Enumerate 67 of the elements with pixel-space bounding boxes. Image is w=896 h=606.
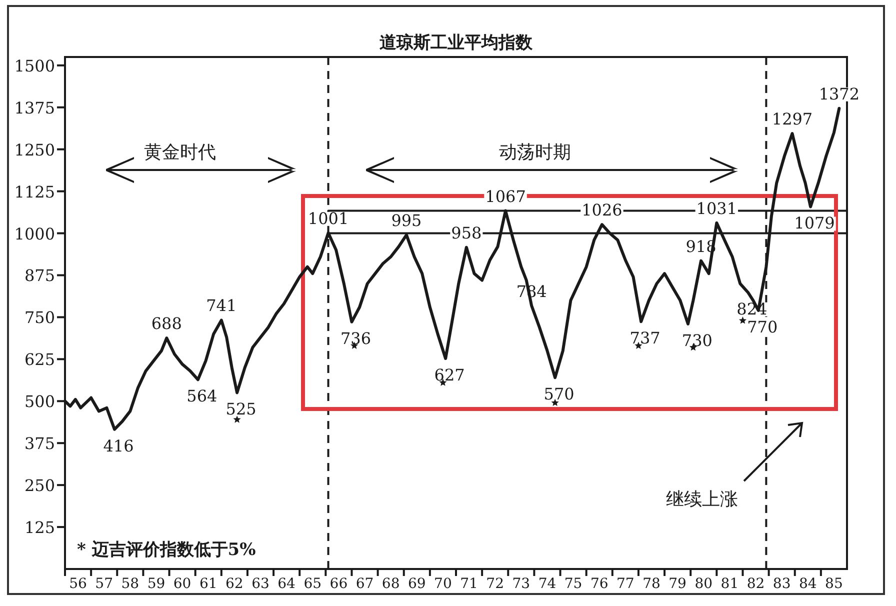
x-tick-label: 58 — [121, 576, 140, 592]
annotation: 1031 — [696, 198, 738, 218]
y-tick-label: 500 — [24, 392, 55, 412]
x-tick-label: 73 — [512, 576, 530, 592]
x-tick-label: 80 — [694, 576, 713, 592]
x-tick-label: 75 — [564, 576, 582, 592]
x-tick-label: 74 — [538, 576, 556, 592]
y-tick-label: 250 — [24, 476, 55, 496]
chart-title: 道琼斯工业平均指数 — [380, 33, 534, 53]
x-tick-label: 70 — [434, 576, 452, 592]
y-tick-label: 1000 — [14, 224, 55, 244]
annotation: 416 — [103, 436, 134, 456]
annotation: 736 — [340, 328, 372, 348]
x-tick-label: 63 — [252, 576, 270, 592]
y-tick-label: 1125 — [14, 182, 55, 202]
x-tick-label: 62 — [226, 576, 244, 592]
x-tick-label: 61 — [199, 576, 218, 592]
annotation: 1026 — [582, 200, 622, 220]
x-tick-label: 65 — [304, 576, 322, 592]
annotation: 1297 — [772, 110, 813, 129]
x-tick-label: 59 — [147, 576, 166, 592]
annotation: 动荡时期 — [499, 142, 571, 163]
y-tick-label: 375 — [24, 434, 55, 454]
x-tick-label: 84 — [798, 576, 817, 592]
x-tick-label: 66 — [330, 576, 348, 592]
x-tick-label: 69 — [408, 576, 426, 592]
x-tick-label: 82 — [746, 576, 765, 592]
annotation: 995 — [391, 210, 422, 230]
annotation: 730 — [682, 330, 712, 350]
x-tick-label: 77 — [616, 576, 634, 592]
x-tick-label: 64 — [278, 576, 296, 592]
annotation: 564 — [186, 386, 218, 406]
x-tick-label: 85 — [825, 576, 843, 592]
annotation: * 迈吉评价指数低于5% — [77, 540, 256, 560]
y-tick-label: 750 — [24, 308, 55, 328]
y-tick-label: 1250 — [14, 140, 55, 160]
annotation: 525 — [226, 400, 256, 419]
annotation: 570 — [544, 384, 574, 404]
annotation: 737 — [630, 328, 660, 348]
annotation: 1372 — [818, 84, 860, 104]
x-tick-label: 78 — [642, 576, 660, 592]
x-tick-label: 68 — [382, 576, 400, 592]
x-tick-label: 71 — [460, 576, 478, 592]
y-tick-label: 875 — [24, 266, 55, 286]
annotation: 1067 — [485, 186, 526, 206]
x-tick-label: 83 — [772, 576, 791, 592]
y-tick-label: 125 — [24, 518, 55, 538]
x-tick-label: 79 — [668, 576, 686, 592]
y-tick-label: 1500 — [14, 56, 55, 76]
annotation: 688 — [151, 314, 182, 334]
y-tick-label: 625 — [24, 350, 55, 370]
x-tick-label: 81 — [720, 576, 739, 592]
annotation: 958 — [451, 223, 482, 242]
y-tick-label: 1375 — [14, 98, 55, 118]
annotation: 黄金时代 — [144, 142, 216, 163]
annotation: 1079 — [794, 214, 835, 233]
annotation: 627 — [434, 365, 465, 384]
annotation: 继续上涨 — [666, 489, 738, 510]
x-tick-label: 57 — [95, 576, 114, 592]
x-tick-label: 60 — [173, 576, 192, 592]
annotation: 1001 — [308, 208, 349, 228]
annotation: 770 — [747, 317, 778, 336]
annotation: 741 — [206, 296, 237, 316]
x-tick-label: 72 — [486, 576, 504, 592]
x-tick-label: 56 — [69, 576, 88, 592]
x-tick-label: 67 — [356, 576, 374, 592]
x-tick-label: 76 — [590, 576, 608, 592]
